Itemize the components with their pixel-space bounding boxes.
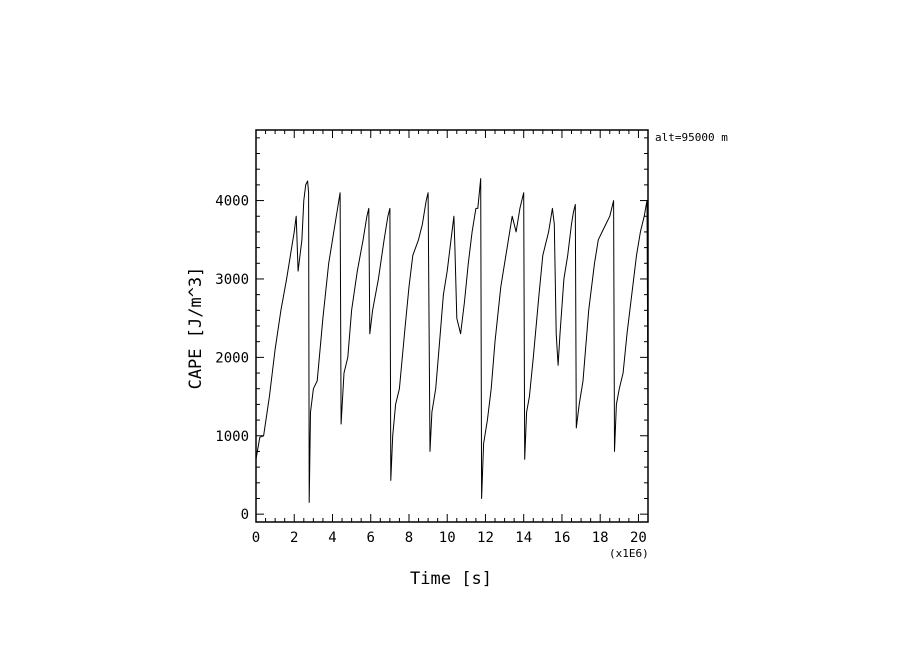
x-tick-label: 14 bbox=[515, 530, 532, 546]
x-tick-label: 8 bbox=[405, 530, 413, 546]
x-tick-label: 12 bbox=[477, 530, 494, 546]
x-tick-label: 0 bbox=[252, 530, 260, 546]
x-tick-label: 2 bbox=[290, 530, 298, 546]
series-line-0 bbox=[255, 178, 649, 503]
y-axis-label: CAPE [J/m^3] bbox=[186, 267, 206, 390]
x-tick-label: 20 bbox=[630, 530, 647, 546]
y-tick-label: 4000 bbox=[215, 194, 249, 210]
x-axis-label: Time [s] bbox=[410, 569, 492, 589]
x-tick-label: 18 bbox=[592, 530, 609, 546]
x-tick-label: 16 bbox=[554, 530, 571, 546]
y-tick-label: 0 bbox=[241, 507, 249, 523]
y-axis-ticks: 0 1000 2000 3000 4000 bbox=[215, 137, 648, 523]
x-tick-label: 6 bbox=[367, 530, 375, 546]
x-tick-label: 10 bbox=[439, 530, 456, 546]
y-tick-label: 2000 bbox=[215, 350, 249, 366]
altitude-annotation: alt=95000 m bbox=[655, 131, 728, 144]
y-tick-label: 1000 bbox=[215, 429, 249, 445]
x-axis-ticks: 0 2 4 6 8 10 12 14 16 18 20 bbox=[252, 130, 649, 546]
y-tick-label: 3000 bbox=[215, 272, 249, 288]
x-multiplier-label: (x1E6) bbox=[609, 547, 649, 560]
series-group bbox=[255, 178, 649, 503]
x-tick-label: 4 bbox=[328, 530, 336, 546]
